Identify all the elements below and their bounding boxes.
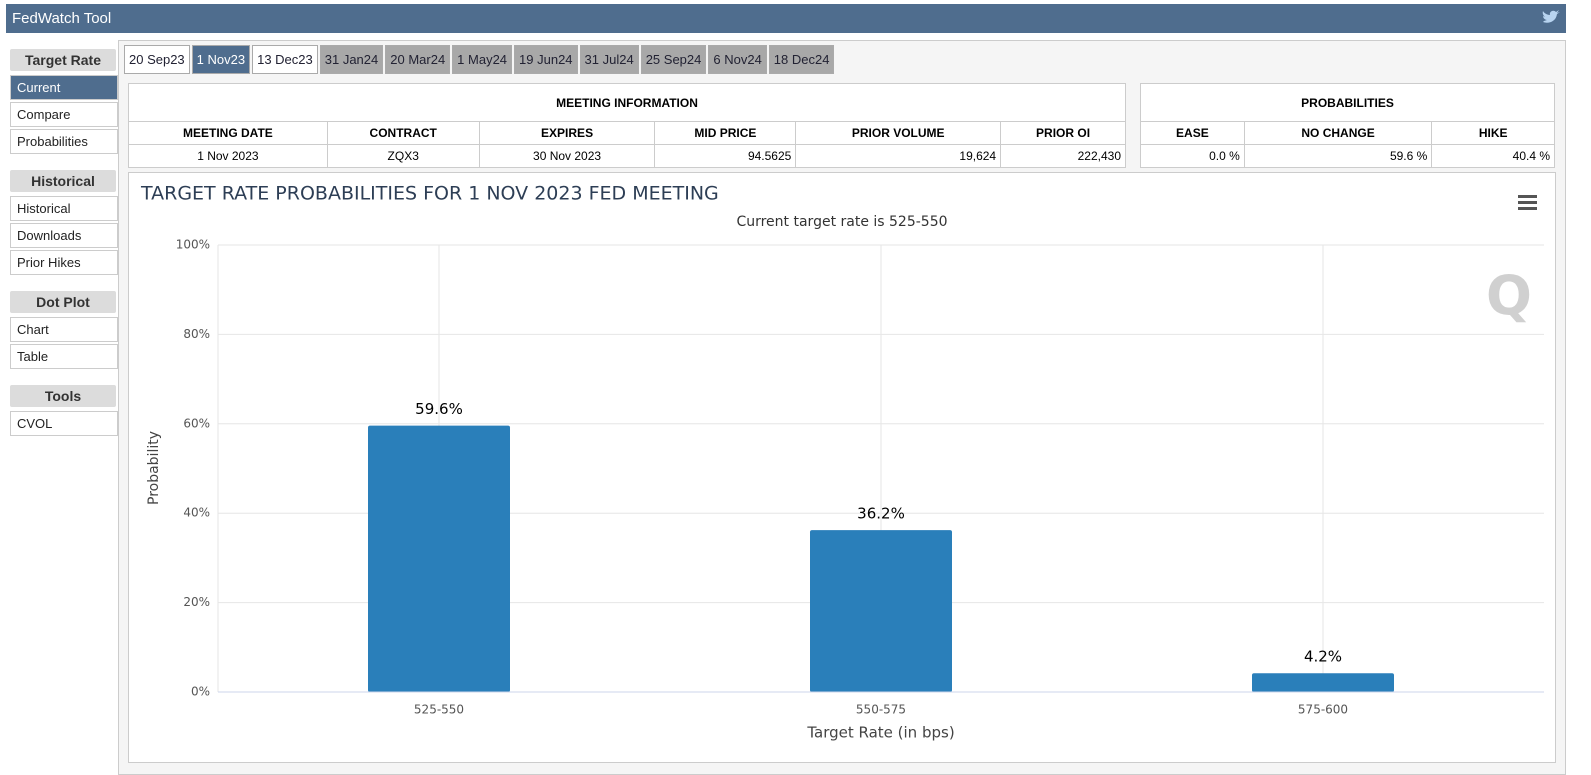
- tab[interactable]: 6 Nov24: [708, 45, 767, 74]
- data-label: 59.6%: [415, 400, 463, 418]
- x-tick-label: 550-575: [856, 703, 906, 717]
- tab[interactable]: 13 Dec23: [252, 45, 318, 74]
- section-title: Dot Plot: [10, 291, 116, 313]
- x-tick-label: 525-550: [414, 703, 464, 717]
- sidebar: Target Rate Current Compare Probabilitie…: [8, 45, 118, 438]
- cell: 30 Nov 2023: [478, 144, 656, 168]
- section-title: Target Rate: [10, 49, 116, 71]
- nav-item[interactable]: Historical: [10, 196, 118, 221]
- cell: ZQX3: [326, 144, 480, 168]
- chart-container: TARGET RATE PROBABILITIES FOR 1 NOV 2023…: [128, 172, 1556, 763]
- column-header: HIKE: [1431, 121, 1555, 145]
- y-tick-label: 60%: [183, 416, 210, 430]
- app-title: FedWatch Tool: [12, 10, 112, 27]
- cell: 40.4 %: [1431, 144, 1555, 168]
- tab[interactable]: 19 Jun24: [514, 45, 578, 74]
- twitter-icon[interactable]: [1542, 10, 1560, 26]
- table-title: PROBABILITIES: [1140, 83, 1555, 122]
- column-header: EXPIRES: [478, 121, 656, 145]
- column-header: PRIOR VOLUME: [795, 121, 1002, 145]
- tab[interactable]: 25 Sep24: [640, 45, 707, 74]
- cell: 19,624: [795, 144, 1002, 168]
- cell: 59.6 %: [1243, 144, 1433, 168]
- cell: 0.0 %: [1140, 144, 1245, 168]
- probabilities-table: PROBABILITIES EASE NO CHANGE HIKE 0.0 % …: [1140, 83, 1555, 168]
- tab[interactable]: 20 Mar24: [385, 45, 451, 74]
- column-header: EASE: [1140, 121, 1245, 145]
- bar: [368, 425, 510, 692]
- y-tick-label: 0%: [191, 685, 210, 699]
- nav-item[interactable]: CVOL: [10, 411, 118, 436]
- y-tick-label: 100%: [176, 238, 210, 252]
- app-header: FedWatch Tool: [6, 4, 1566, 33]
- menu-icon[interactable]: [1518, 195, 1537, 210]
- cell: 1 Nov 2023: [128, 144, 328, 168]
- bar: [1252, 673, 1394, 692]
- watermark: Q: [1486, 265, 1532, 328]
- tab[interactable]: 31 Jul24: [579, 45, 639, 74]
- tab[interactable]: 1 Nov23: [191, 45, 251, 74]
- nav-item[interactable]: Probabilities: [10, 129, 118, 154]
- y-tick-label: 20%: [183, 595, 210, 609]
- tab[interactable]: 1 May24: [452, 45, 513, 74]
- tab-bar: 20 Sep23 1 Nov23 13 Dec23 31 Jan24 20 Ma…: [124, 45, 836, 74]
- column-header: CONTRACT: [326, 121, 480, 145]
- nav-item[interactable]: Compare: [10, 102, 118, 127]
- nav-item[interactable]: Current: [10, 75, 118, 100]
- x-axis-label: Target Rate (in bps): [806, 724, 954, 742]
- data-label: 36.2%: [857, 505, 905, 523]
- tab[interactable]: 31 Jan24: [319, 45, 384, 74]
- tab[interactable]: 18 Dec24: [768, 45, 835, 74]
- section-title: Tools: [10, 385, 116, 407]
- y-tick-label: 40%: [183, 506, 210, 520]
- y-tick-label: 80%: [183, 327, 210, 341]
- data-label: 4.2%: [1304, 648, 1342, 666]
- chart-title: TARGET RATE PROBABILITIES FOR 1 NOV 2023…: [140, 183, 719, 205]
- bar: [810, 530, 952, 692]
- cell: 94.5625: [654, 144, 797, 168]
- nav-item[interactable]: Table: [10, 344, 118, 369]
- nav-item[interactable]: Prior Hikes: [10, 250, 118, 275]
- y-axis-label: Probability: [146, 431, 162, 505]
- x-tick-label: 575-600: [1298, 703, 1348, 717]
- cell: 222,430: [1000, 144, 1126, 168]
- nav-item[interactable]: Chart: [10, 317, 118, 342]
- tab[interactable]: 20 Sep23: [124, 45, 190, 74]
- chart-subtitle: Current target rate is 525-550: [736, 214, 947, 230]
- section-title: Historical: [10, 170, 116, 192]
- column-header: MID PRICE: [654, 121, 797, 145]
- column-header: MEETING DATE: [128, 121, 328, 145]
- nav-item[interactable]: Downloads: [10, 223, 118, 248]
- chart: TARGET RATE PROBABILITIES FOR 1 NOV 2023…: [140, 183, 1544, 742]
- meeting-table: MEETING INFORMATION MEETING DATE CONTRAC…: [128, 83, 1126, 168]
- table-title: MEETING INFORMATION: [128, 83, 1126, 122]
- column-header: PRIOR OI: [1000, 121, 1126, 145]
- column-header: NO CHANGE: [1243, 121, 1433, 145]
